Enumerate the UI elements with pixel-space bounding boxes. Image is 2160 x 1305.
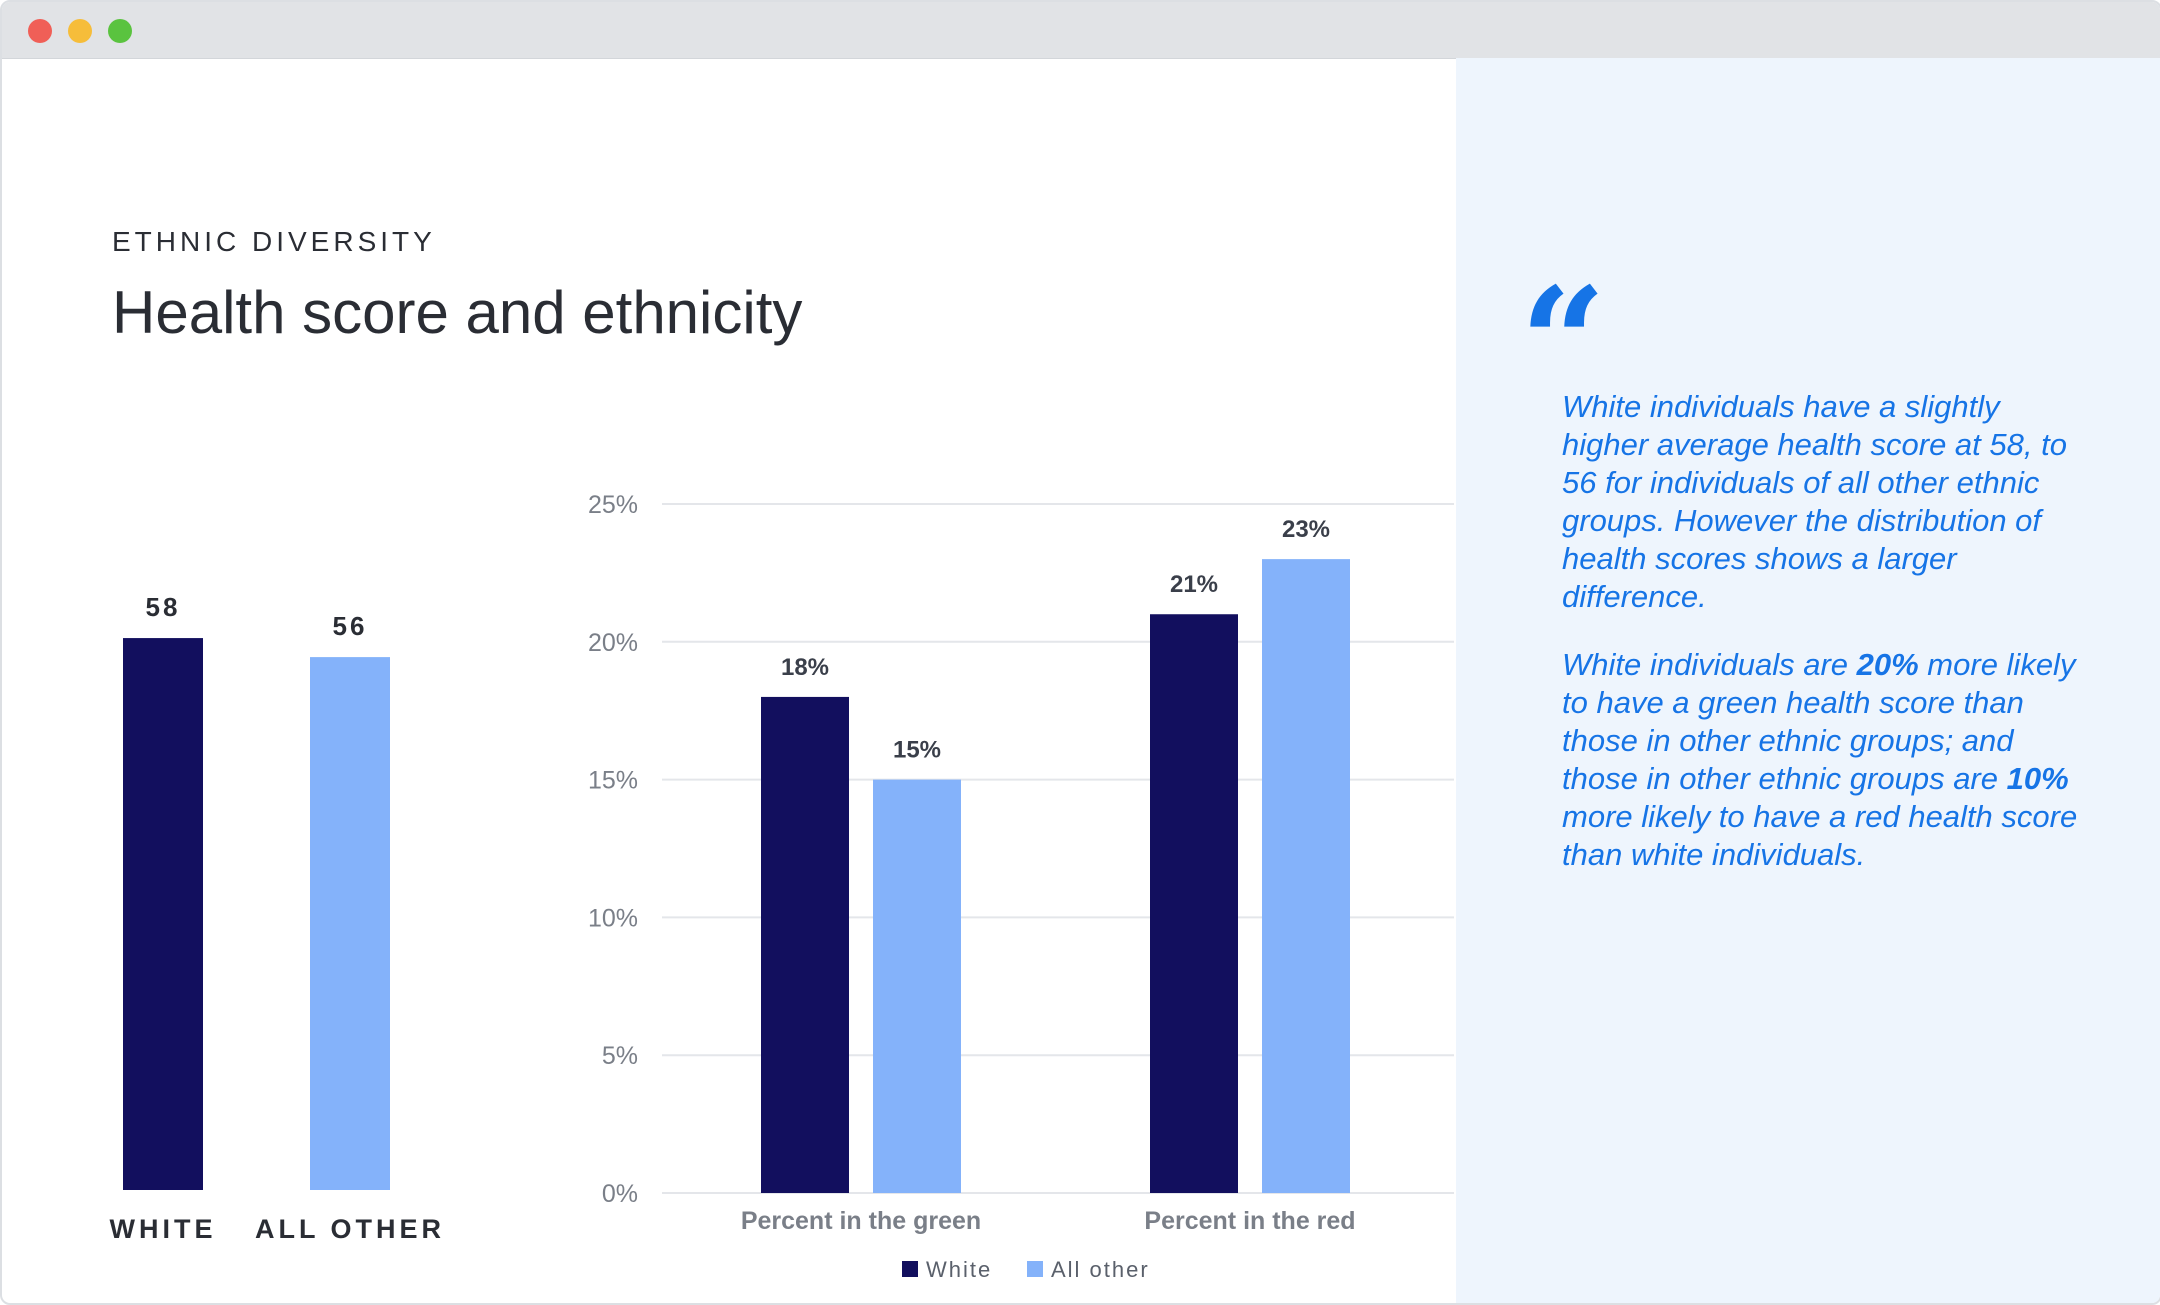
page-title: Health score and ethnicity (112, 279, 803, 346)
bar-value-label: 15% (893, 737, 941, 764)
quote-highlight-green: 20% (1856, 647, 1919, 682)
y-tick-label: 15% (588, 767, 638, 795)
bar-value-label: 18% (781, 654, 829, 681)
y-tick-label: 10% (588, 904, 638, 932)
bar (761, 696, 849, 1193)
average-score-chart: 58 WHITE 56 ALL OTHER (110, 592, 445, 1244)
legend-label: All other (1051, 1257, 1150, 1282)
page-content: ETHNIC DIVERSITY Health score and ethnic… (2, 58, 2160, 1303)
quote-text: White individuals are (1562, 647, 1857, 682)
bar (1150, 614, 1238, 1193)
quote-text: more likely to have a green health score… (1562, 647, 2076, 796)
category-label: WHITE (110, 1214, 217, 1244)
insight-quote: White individuals have a slightly higher… (1562, 388, 2092, 904)
insight-panel (1456, 58, 2160, 1303)
bar-value-label: 23% (1282, 516, 1330, 543)
quote-icon: “ (1520, 255, 1607, 431)
close-window-button[interactable] (28, 19, 52, 43)
legend-swatch (902, 1261, 918, 1277)
y-tick-label: 20% (588, 629, 638, 657)
bar (1262, 559, 1350, 1193)
bar-value-label: 56 (333, 611, 368, 641)
legend-label: White (926, 1257, 992, 1282)
quote-paragraph-2: White individuals are 20% more likely to… (1562, 646, 2092, 874)
maximize-window-button[interactable] (108, 19, 132, 43)
legend-swatch (1027, 1261, 1043, 1277)
minimize-window-button[interactable] (68, 19, 92, 43)
quote-paragraph-1: White individuals have a slightly higher… (1562, 389, 2067, 614)
category-label: Percent in the red (1144, 1207, 1355, 1235)
distribution-chart: 0% 5% 10% 15% 20% 25% 18% 15% Percent in the gre… (588, 491, 1454, 1282)
bar (310, 657, 390, 1190)
y-tick-label: 5% (602, 1042, 638, 1070)
quote-highlight-red: 10% (2006, 761, 2069, 796)
bar (123, 638, 203, 1190)
bar (873, 779, 961, 1193)
category-label: ALL OTHER (255, 1214, 445, 1244)
category-label: Percent in the green (741, 1207, 981, 1235)
y-tick-label: 0% (602, 1180, 638, 1208)
y-tick-label: 25% (588, 491, 638, 519)
bar-value-label: 21% (1170, 571, 1218, 598)
quote-text: more likely to have a red health score t… (1562, 799, 2078, 872)
section-eyebrow: ETHNIC DIVERSITY (112, 226, 436, 257)
window-titlebar (2, 2, 2160, 59)
bar-value-label: 58 (146, 592, 181, 622)
